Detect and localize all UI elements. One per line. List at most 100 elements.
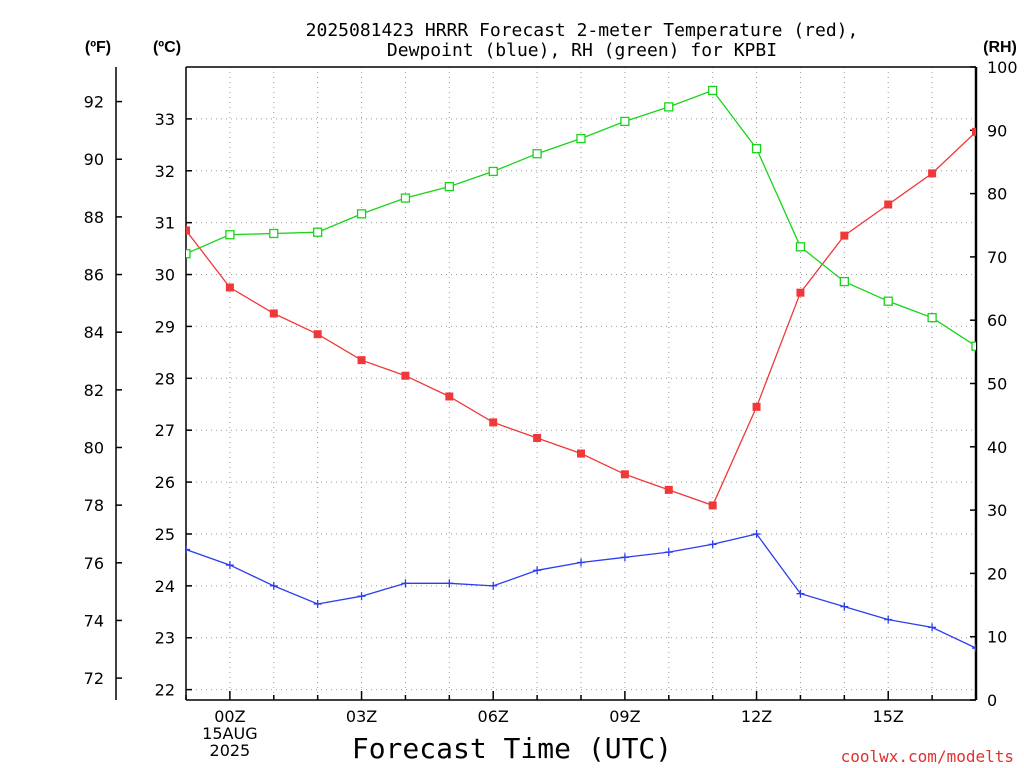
rh-point xyxy=(576,133,586,144)
x-tick-label: 15Z xyxy=(873,707,904,726)
watermark: coolwx.com/modelts xyxy=(841,747,1014,766)
fahrenheit-tick-label: 82 xyxy=(84,381,104,400)
dewpoint-point xyxy=(796,589,805,598)
tick-labels: 72 74 76 78 80 82 84 86 88 90 92 22 23 24 25 26 27 28 29 30… xyxy=(84,58,1018,760)
rh-tick-label: 30 xyxy=(987,501,1007,520)
dewpoint-point xyxy=(401,579,410,588)
temperature-point xyxy=(796,288,805,297)
x-tick-label: 15AUG xyxy=(202,724,257,743)
rh-point xyxy=(751,144,762,154)
dewpoint-point xyxy=(972,644,976,653)
fahrenheit-tick-label: 90 xyxy=(84,150,104,169)
fahrenheit-tick-label: 86 xyxy=(84,266,104,285)
celsius-tick-label: 30 xyxy=(155,266,175,285)
rh-tick-label: 70 xyxy=(987,248,1007,267)
fahrenheit-tick-label: 92 xyxy=(84,93,104,112)
rh-point xyxy=(313,227,323,237)
temperature-point xyxy=(313,330,322,339)
celsius-tick-label: 23 xyxy=(155,629,175,648)
x-axis-label: Forecast Time (UTC) xyxy=(352,732,672,765)
fahrenheit-tick-label: 88 xyxy=(84,208,104,227)
rh-point xyxy=(269,228,279,239)
fahrenheit-tick-label: 78 xyxy=(84,496,104,515)
unit-label-celsius: (ºC) xyxy=(153,39,181,56)
fahrenheit-tick-label: 80 xyxy=(84,438,104,457)
x-tick-label: 09Z xyxy=(609,707,640,726)
chart-title-line-2: Dewpoint (blue), RH (green) for KPBI xyxy=(387,40,777,61)
rh-point xyxy=(664,102,674,112)
temperature-point xyxy=(928,169,937,178)
temperature-point xyxy=(620,470,629,479)
grid-lines xyxy=(186,67,976,700)
rh-tick-label: 0 xyxy=(987,691,997,710)
x-tick-label: 00Z xyxy=(214,707,245,726)
rh-point xyxy=(883,296,893,306)
series-rh xyxy=(186,85,976,351)
dewpoint-point xyxy=(577,558,585,567)
temperature-point xyxy=(445,392,454,401)
temperature-point xyxy=(752,402,761,411)
unit-label-rh: (RH) xyxy=(983,39,1017,56)
dewpoint-point xyxy=(708,540,717,549)
temperature-point xyxy=(269,309,278,318)
dewpoint-point xyxy=(445,579,454,588)
dewpoint-point xyxy=(186,545,190,554)
temperature-point xyxy=(840,231,849,240)
rh-tick-label: 100 xyxy=(987,58,1018,77)
dewpoint-point xyxy=(752,529,761,538)
celsius-tick-label: 22 xyxy=(155,681,175,700)
temperature-point xyxy=(708,501,717,510)
x-tick-label: 2025 xyxy=(210,741,251,760)
fahrenheit-tick-label: 72 xyxy=(84,669,104,688)
rh-point xyxy=(971,341,976,351)
fahrenheit-tick-label: 84 xyxy=(84,323,104,342)
dewpoint-point xyxy=(533,566,542,575)
x-tick-label: 06Z xyxy=(478,707,509,726)
rh-point xyxy=(488,166,498,177)
series-line-dewpoint xyxy=(186,533,976,649)
celsius-tick-label: 26 xyxy=(155,473,175,492)
series-dewpoint xyxy=(186,529,976,653)
fahrenheit-tick-label: 76 xyxy=(84,554,104,573)
celsius-tick-label: 31 xyxy=(155,214,175,233)
x-tick-label: 03Z xyxy=(346,707,377,726)
dewpoint-point xyxy=(313,600,322,609)
rh-tick-label: 80 xyxy=(987,185,1007,204)
rh-point xyxy=(839,276,849,287)
rh-point xyxy=(225,230,235,240)
rh-point xyxy=(186,249,191,259)
rh-tick-label: 10 xyxy=(987,628,1007,647)
axes xyxy=(115,66,978,701)
rh-point xyxy=(532,149,542,159)
temperature-point xyxy=(577,449,585,458)
celsius-tick-label: 24 xyxy=(155,577,175,596)
rh-tick-label: 60 xyxy=(987,311,1007,330)
unit-label-fahrenheit: (ºF) xyxy=(85,39,111,56)
celsius-tick-label: 28 xyxy=(155,369,175,388)
temperature-point xyxy=(533,433,542,442)
series-temperature xyxy=(186,127,976,510)
temperature-point xyxy=(664,485,673,494)
rh-tick-label: 40 xyxy=(987,438,1007,457)
dewpoint-point xyxy=(269,581,278,590)
dewpoint-point xyxy=(489,581,498,590)
celsius-tick-label: 29 xyxy=(155,317,175,336)
temperature-point xyxy=(186,226,190,235)
celsius-tick-label: 33 xyxy=(155,110,175,129)
celsius-tick-label: 25 xyxy=(155,525,175,544)
dewpoint-point xyxy=(840,602,849,611)
rh-point xyxy=(444,181,454,192)
rh-point xyxy=(708,85,718,96)
dewpoint-point xyxy=(620,553,629,562)
dewpoint-point xyxy=(664,548,673,557)
temperature-point xyxy=(972,127,976,136)
dewpoint-point xyxy=(357,592,366,601)
celsius-tick-label: 32 xyxy=(155,162,175,181)
dewpoint-point xyxy=(928,623,937,632)
temperature-point xyxy=(401,371,410,380)
rh-tick-label: 90 xyxy=(987,121,1007,140)
rh-point xyxy=(620,116,630,127)
x-tick-label: 12Z xyxy=(741,707,772,726)
temperature-point xyxy=(225,283,234,292)
celsius-tick-label: 27 xyxy=(155,421,175,440)
